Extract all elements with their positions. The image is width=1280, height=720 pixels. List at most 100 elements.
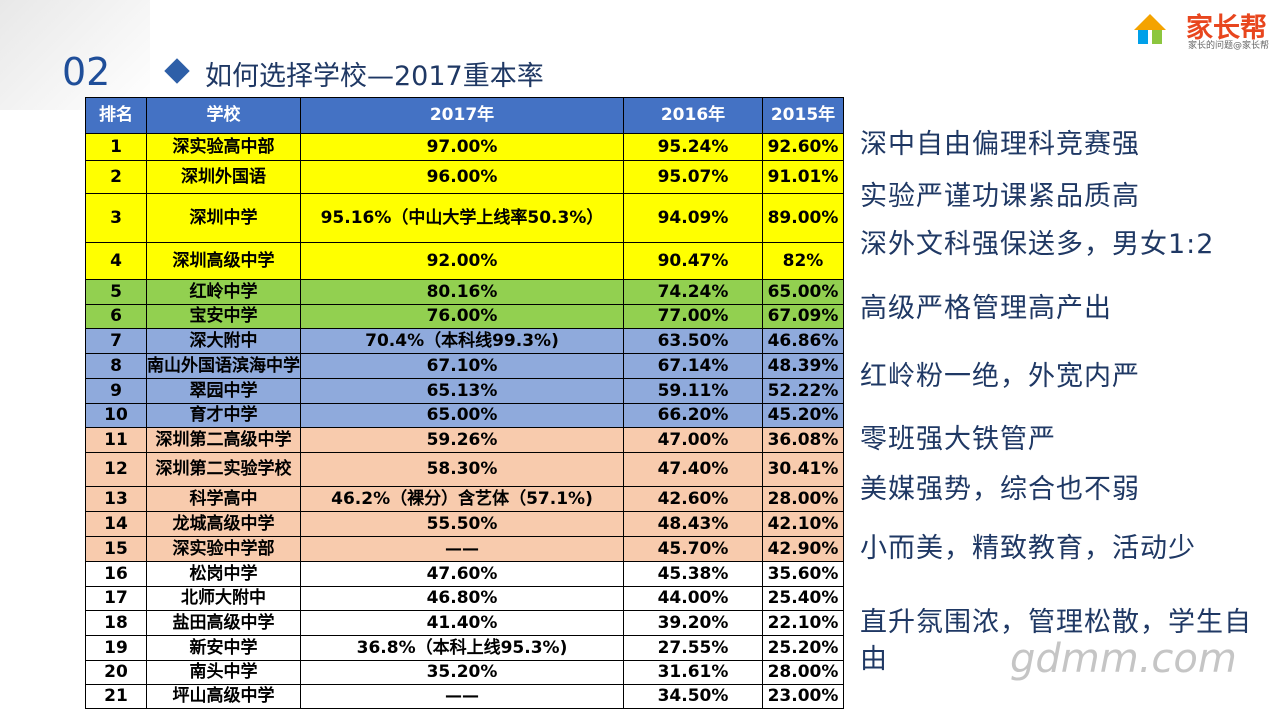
section-number: 02: [62, 50, 111, 94]
cell: 深圳中学: [146, 193, 301, 243]
cell: 65.13%: [300, 378, 624, 404]
cell: 红岭中学: [146, 279, 301, 305]
cell: 42.60%: [623, 486, 763, 512]
cell: 25.40%: [762, 586, 844, 611]
cell: 11: [85, 427, 147, 453]
cell: 42.10%: [762, 511, 844, 537]
cell: 南山外国语滨海中学: [146, 353, 301, 379]
row: 19 新安中学 36.8%（本科上线95.3%) 27.55% 25.20%: [85, 635, 844, 661]
cell: 55.50%: [300, 511, 624, 537]
cell: 深圳第二实验学校: [146, 452, 301, 487]
cell: 94.09%: [623, 193, 763, 243]
logo-text: 家长帮: [1186, 13, 1267, 44]
cell: 盐田高级中学: [146, 610, 301, 636]
row: 6 宝安中学 76.00% 77.00% 67.09%: [85, 304, 844, 329]
row: 16 松岗中学 47.60% 45.38% 35.60%: [85, 561, 844, 587]
cell: 18: [85, 610, 147, 636]
cell: 44.00%: [623, 586, 763, 611]
cell: ——: [300, 536, 624, 562]
cell: 42.90%: [762, 536, 844, 562]
cell: 深大附中: [146, 328, 301, 354]
cell: 10: [85, 403, 147, 428]
cell: 46.80%: [300, 586, 624, 611]
logo-sub: 家长的问题@家长帮: [1188, 41, 1270, 51]
cell: 14: [85, 511, 147, 537]
cell: 46.2%（裸分）含艺体（57.1%): [300, 486, 624, 512]
cell: 宝安中学: [146, 304, 301, 329]
header-cell: 学校: [146, 97, 301, 134]
row: 11 深圳第二高级中学 59.26% 47.00% 36.08%: [85, 427, 844, 453]
cell: 45.70%: [623, 536, 763, 562]
cell: 20: [85, 660, 147, 685]
cell: 95.07%: [623, 160, 763, 194]
row: 21 坪山高级中学 —— 34.50% 23.00%: [85, 684, 844, 709]
row: 2 深圳外国语 96.00% 95.07% 91.01%: [85, 160, 844, 194]
slide-title: 如何选择学校—2017重本率: [205, 61, 544, 92]
cell: 22.10%: [762, 610, 844, 636]
cell: 36.8%（本科上线95.3%): [300, 635, 624, 661]
cell: 23.00%: [762, 684, 844, 709]
cell: 47.60%: [300, 561, 624, 587]
cell: 深圳第二高级中学: [146, 427, 301, 453]
note: 深外文科强保送多，男女1:2: [860, 229, 1215, 260]
cell: 30.41%: [762, 452, 844, 487]
row: 15 深实验中学部 —— 45.70% 42.90%: [85, 536, 844, 562]
cell: 科学高中: [146, 486, 301, 512]
cell: 65.00%: [300, 403, 624, 428]
cell: 46.86%: [762, 328, 844, 354]
note: 深中自由偏理科竞赛强: [860, 129, 1140, 160]
cell: 82%: [762, 242, 844, 280]
cell: 深圳外国语: [146, 160, 301, 194]
cell: 66.20%: [623, 403, 763, 428]
cell: 南头中学: [146, 660, 301, 685]
cell: 19: [85, 635, 147, 661]
row: 7 深大附中 70.4%（本科线99.3%) 63.50% 46.86%: [85, 328, 844, 354]
note: 红岭粉一绝，外宽内严: [860, 361, 1140, 392]
cell: 35.20%: [300, 660, 624, 685]
cell: 8: [85, 353, 147, 379]
row: 1 深实验高中部 97.00% 95.24% 92.60%: [85, 133, 844, 161]
note: 零班强大铁管严: [860, 424, 1056, 455]
header-cell: 排名: [85, 97, 147, 134]
cell: 坪山高级中学: [146, 684, 301, 709]
logo-icon: [1134, 14, 1166, 44]
row: 3 深圳中学 95.16%（中山大学上线率50.3%） 94.09% 89.00%: [85, 193, 844, 243]
cell: 12: [85, 452, 147, 487]
cell: 28.00%: [762, 660, 844, 685]
cell: 34.50%: [623, 684, 763, 709]
row: 9 翠园中学 65.13% 59.11% 52.22%: [85, 378, 844, 404]
cell: 21: [85, 684, 147, 709]
cell: 80.16%: [300, 279, 624, 305]
cell: 16: [85, 561, 147, 587]
cell: 6: [85, 304, 147, 329]
cell: 47.00%: [623, 427, 763, 453]
cell: 74.24%: [623, 279, 763, 305]
cell: 4: [85, 242, 147, 280]
header-cell: 2016年: [623, 97, 763, 134]
cell: 67.14%: [623, 353, 763, 379]
cell: 1: [85, 133, 147, 161]
cell: 95.16%（中山大学上线率50.3%）: [300, 193, 624, 243]
cell: 35.60%: [762, 561, 844, 587]
cell: 96.00%: [300, 160, 624, 194]
note: 直升氛围浓，管理松散，学生自由: [860, 607, 1252, 675]
cell: 28.00%: [762, 486, 844, 512]
watermark: gdmm.com: [1010, 636, 1237, 682]
cell: 97.00%: [300, 133, 624, 161]
row: 13 科学高中 46.2%（裸分）含艺体（57.1%) 42.60% 28.00%: [85, 486, 844, 512]
cell: 15: [85, 536, 147, 562]
cell: 48.39%: [762, 353, 844, 379]
rate-table: 排名 学校 2017年 2016年 2015年 1 深实验高中部 97.00% 95.24% 92…: [85, 97, 844, 709]
cell: 深实验中学部: [146, 536, 301, 562]
cell: 52.22%: [762, 378, 844, 404]
note: 美媒强势，综合也不弱: [860, 474, 1140, 505]
cell: 70.4%（本科线99.3%): [300, 328, 624, 354]
cell: 91.01%: [762, 160, 844, 194]
row: 10 育才中学 65.00% 66.20% 45.20%: [85, 403, 844, 428]
cell: 92.00%: [300, 242, 624, 280]
cell: 龙城高级中学: [146, 511, 301, 537]
cell: 48.43%: [623, 511, 763, 537]
cell: 67.10%: [300, 353, 624, 379]
cell: 59.26%: [300, 427, 624, 453]
